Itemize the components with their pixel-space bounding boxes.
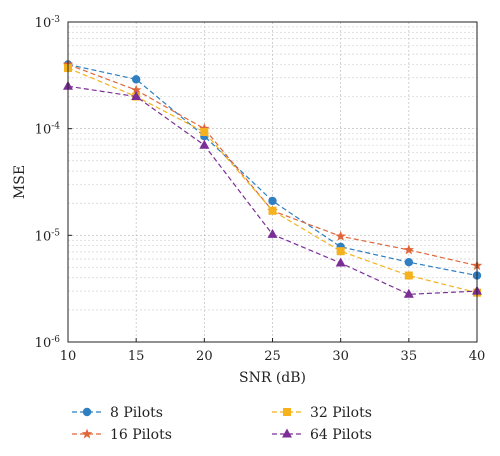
data-point-64-pilots (267, 228, 278, 238)
legend-marker (282, 428, 292, 438)
data-point-32-pilots (404, 271, 413, 280)
data-point-16-pilots (130, 84, 142, 95)
legend-marker (82, 407, 92, 417)
x-axis-label: SNR (dB) (239, 370, 306, 386)
y-axis-label: MSE (12, 165, 28, 199)
legend-marker (283, 408, 291, 416)
series-layer (62, 58, 483, 298)
data-point-8-pilots (131, 75, 141, 84)
y-tick-label: 10-6 (35, 335, 61, 351)
legend-label: 64 Pilots (310, 427, 372, 443)
legend: 8 Pilots 16 Pilots 32 Pilots 64 Pilots (72, 405, 372, 443)
data-point-64-pilots (403, 288, 414, 298)
data-point-8-pilots (268, 196, 277, 206)
legend-label: 16 Pilots (110, 427, 172, 443)
data-point-16-pilots (403, 244, 415, 255)
legend-item-8-pilots: 8 Pilots (72, 405, 163, 421)
data-point-64-pilots (199, 139, 210, 149)
data-point-32-pilots (336, 247, 345, 256)
x-tick-label: 30 (332, 349, 349, 364)
x-tick-label: 10 (60, 349, 77, 364)
data-point-16-pilots (335, 230, 346, 241)
data-point-8-pilots (404, 257, 414, 267)
legend-item-16-pilots: 16 Pilots (72, 427, 172, 443)
ticks: 10 15 20 25 30 35 40 10-3 10-4 10-5 10-6 (35, 15, 486, 364)
legend-item-32-pilots: 32 Pilots (272, 405, 372, 421)
x-tick-label: 20 (196, 349, 213, 364)
x-tick-label: 25 (264, 349, 281, 364)
data-point-64-pilots (335, 257, 346, 267)
x-tick-label: 35 (401, 349, 418, 364)
data-point-32-pilots (200, 128, 209, 137)
y-tick-label: 10-5 (35, 228, 61, 244)
series-64-pilots (63, 80, 482, 298)
legend-label: 8 Pilots (110, 405, 163, 421)
x-tick-label: 40 (469, 349, 486, 364)
data-point-64-pilots (131, 91, 142, 101)
legend-label: 32 Pilots (310, 405, 372, 421)
y-tick-label: 10-3 (35, 15, 61, 31)
x-tick-label: 15 (128, 349, 145, 364)
legend-item-64-pilots: 64 Pilots (272, 427, 372, 443)
data-point-32-pilots (268, 206, 277, 215)
y-tick-label: 10-4 (35, 122, 61, 138)
legend-marker (81, 428, 93, 439)
